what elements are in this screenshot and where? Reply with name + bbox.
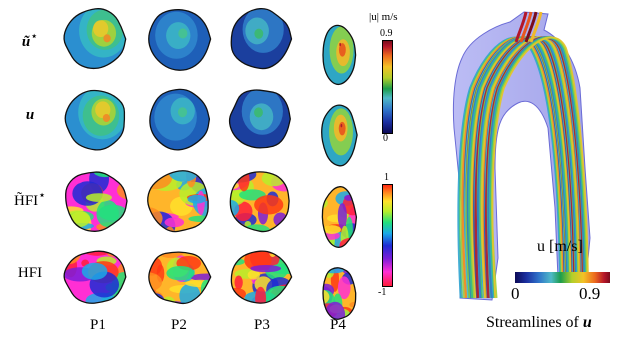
cross-section-mag-p4 (322, 24, 357, 86)
row-label-u: u (5, 107, 55, 124)
row-label-text: u (25, 107, 35, 123)
column-label-p3: P3 (254, 317, 270, 333)
cross-section-hfi-p1 (63, 250, 127, 304)
cross-section-hfi-p2 (148, 251, 212, 305)
row-label-hfi-tilde-star: H̃FI⋆ (5, 187, 55, 210)
row-label-text: HFI (17, 265, 43, 281)
row-label-text: H̃FI (14, 193, 39, 209)
streamlines-figure (452, 11, 591, 301)
streamline-colorbar-min: 0 (511, 284, 520, 303)
cross-section-hfi-p1 (65, 171, 128, 232)
streamline (491, 36, 589, 299)
cross-section-hfi-p4 (322, 267, 357, 320)
column-label-p1: P1 (90, 317, 106, 333)
colorbar-mag-title: |u| m/s (369, 11, 398, 23)
cross-section-mag-p1 (64, 89, 126, 151)
cross-section-mag-p4 (321, 104, 358, 167)
colorbar-mag-max: 0.9 (380, 28, 393, 39)
streamline-set (457, 11, 589, 299)
row-label-u-tilde-star: ũ⋆ (5, 28, 55, 51)
cross-section-mag-p3 (228, 89, 291, 149)
streamline-colorbar-max: 0.9 (579, 284, 601, 303)
row-label-hfi: HFI (5, 265, 55, 282)
cross-section-mag-p2 (149, 88, 211, 151)
streamline-inlet (524, 11, 538, 43)
streamlines-caption-symbol: u (582, 314, 592, 331)
colorbar-mag (382, 40, 393, 134)
streamline-inlet (514, 11, 528, 43)
colorbar-hfi-max: 1 (384, 172, 389, 183)
row-label-sup: ⋆ (30, 29, 39, 43)
streamline-colorbar-title: u [m/s] (537, 238, 583, 255)
row-label-text: ũ (21, 34, 31, 50)
streamlines-caption-text: Streamlines of (486, 314, 583, 331)
column-label-p4: P4 (330, 317, 346, 333)
streamline-inlet (519, 11, 533, 43)
cross-section-hfi-p4 (321, 186, 358, 248)
streamline-inlet (529, 11, 543, 43)
cross-section-hfi-p3 (229, 171, 290, 233)
cross-section-mag-p2 (148, 9, 212, 71)
streamlines-caption: Streamlines of u (486, 315, 592, 331)
cross-section-hfi-p2 (147, 170, 209, 233)
cross-section-mag-p3 (230, 7, 293, 70)
streamline-colorbar (515, 272, 610, 283)
cross-section-mag-p1 (63, 8, 127, 70)
row-label-sup: ⋆ (38, 188, 46, 202)
column-label-p2: P2 (171, 317, 187, 333)
colorbar-hfi-min: -1 (378, 287, 387, 298)
cross-section-hfi-p3 (230, 250, 293, 304)
colorbar-mag-min: 0 (383, 133, 388, 144)
colorbar-hfi (382, 184, 393, 287)
